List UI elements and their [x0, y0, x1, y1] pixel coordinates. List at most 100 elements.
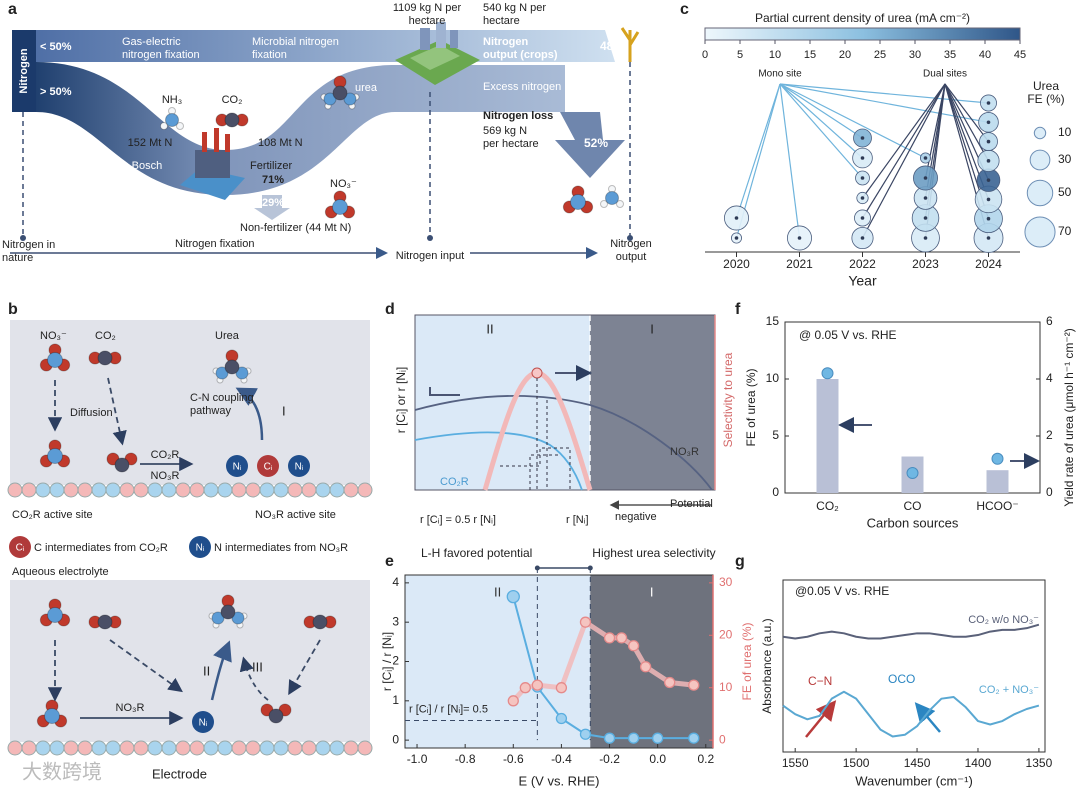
bubble-center — [986, 178, 991, 182]
fixation-band — [36, 30, 615, 62]
label: CO₂ — [222, 94, 243, 106]
legend-label: Mono site — [758, 69, 802, 80]
bubble-center — [734, 236, 739, 240]
x-tick-label: CO — [904, 499, 922, 513]
watermark: 大数跨境 — [22, 760, 102, 783]
label: Excess nitrogen — [483, 81, 561, 93]
label: CO₂ — [95, 330, 116, 342]
x-tick-label: 1350 — [1026, 756, 1053, 770]
electrode-bead — [203, 740, 219, 756]
electrode-bead — [133, 740, 149, 756]
electrode-bead — [35, 482, 51, 498]
colorbar-tick-label: 10 — [769, 49, 781, 61]
y-axis-label: Absorbance (a.u.) — [760, 618, 774, 713]
bubble-center — [860, 176, 865, 180]
bubble-center — [986, 236, 991, 240]
atom — [97, 614, 113, 630]
electrode-bead — [35, 740, 51, 756]
electrode-bead — [77, 740, 93, 756]
colorbar-tick-label: 0 — [702, 49, 708, 61]
label: CO₂R active site — [12, 509, 93, 521]
intermediate — [189, 536, 211, 558]
electrode-bead — [329, 740, 345, 756]
label: Haber-Bosch process — [98, 160, 163, 185]
electrode-bead — [21, 740, 37, 756]
electrode-bead — [287, 482, 303, 498]
electrode-bead — [105, 740, 121, 756]
atom — [114, 457, 130, 473]
bubble-center — [923, 216, 928, 220]
intermediate — [288, 455, 310, 477]
bubble-center — [923, 196, 928, 200]
panel-a-diagram — [10, 22, 640, 259]
label: Nᵢ — [196, 543, 205, 554]
label: 152 Mt N — [128, 137, 173, 149]
atom — [165, 113, 179, 127]
bubble-center — [860, 196, 865, 200]
site-link — [779, 83, 863, 159]
fertilizer-flow — [225, 65, 565, 195]
panel-letter: e — [385, 553, 394, 570]
label: N intermediates from NO₃R — [214, 542, 348, 554]
site-link — [944, 83, 989, 142]
annotation: r [Cᵢ] / r [Nᵢ]= 0.5 — [409, 703, 488, 715]
label: NH₃ — [162, 94, 182, 106]
site-link — [735, 83, 781, 219]
point — [531, 679, 543, 691]
y-axis-label: r [Cᵢ] / r [Nᵢ] — [380, 632, 394, 691]
label: Nitrogen input — [396, 250, 465, 262]
panel-letter: b — [8, 301, 18, 318]
y-tick-label: 4 — [392, 575, 399, 589]
atom — [332, 85, 348, 101]
label: Diffusion — [70, 407, 113, 419]
point — [688, 732, 700, 744]
label: Aqueous electrolyte — [12, 566, 109, 578]
label: Cᵢ — [16, 543, 25, 554]
label: Nᵢ — [199, 718, 208, 729]
label: urea — [355, 82, 378, 94]
y2-axis-label: FE of urea (%) — [740, 622, 754, 700]
bar — [986, 470, 1009, 493]
label: II — [486, 321, 493, 336]
region — [590, 575, 713, 748]
panel-letter: c — [680, 1, 689, 18]
label: Selectivity to urea — [721, 352, 735, 447]
electrode-bead — [231, 482, 247, 498]
intermediate — [9, 536, 31, 558]
electrode-bead — [49, 482, 65, 498]
x-tick-label: 1400 — [965, 756, 992, 770]
point — [506, 589, 520, 604]
spectrum — [782, 690, 1040, 738]
panel-letter: g — [735, 553, 745, 570]
atom — [570, 194, 586, 210]
label: Nitrogen output — [610, 238, 652, 263]
site-link — [944, 83, 990, 162]
electrode-bead — [315, 740, 331, 756]
size-legend-label: 50 — [1058, 185, 1072, 199]
atom — [215, 366, 229, 380]
atom — [235, 366, 249, 380]
electrode-bead — [343, 482, 359, 498]
site-link — [861, 83, 946, 239]
bubble-center — [860, 236, 865, 240]
label: Nitrogen in nature — [2, 239, 56, 264]
x-tick-label: HCOO⁻ — [976, 499, 1018, 513]
label: negative — [615, 511, 657, 523]
region-label: I — [650, 584, 654, 599]
electrode-bead — [147, 740, 163, 756]
chart-title: @0.05 V vs. RHE — [795, 584, 889, 598]
electrode-bead — [175, 740, 191, 756]
label: CO₂R — [440, 476, 469, 488]
site-link — [779, 83, 801, 239]
point — [603, 632, 616, 644]
label: 29% — [262, 197, 284, 209]
intermediate — [192, 711, 214, 733]
x-axis-label: E (V vs. RHE) — [519, 773, 600, 788]
panel-letter: d — [385, 301, 395, 318]
label: 48% — [600, 39, 624, 53]
annotation-dot — [587, 565, 593, 571]
electrode-bead — [343, 740, 359, 756]
electrode-bead — [189, 482, 205, 498]
bubble-center — [734, 216, 739, 220]
